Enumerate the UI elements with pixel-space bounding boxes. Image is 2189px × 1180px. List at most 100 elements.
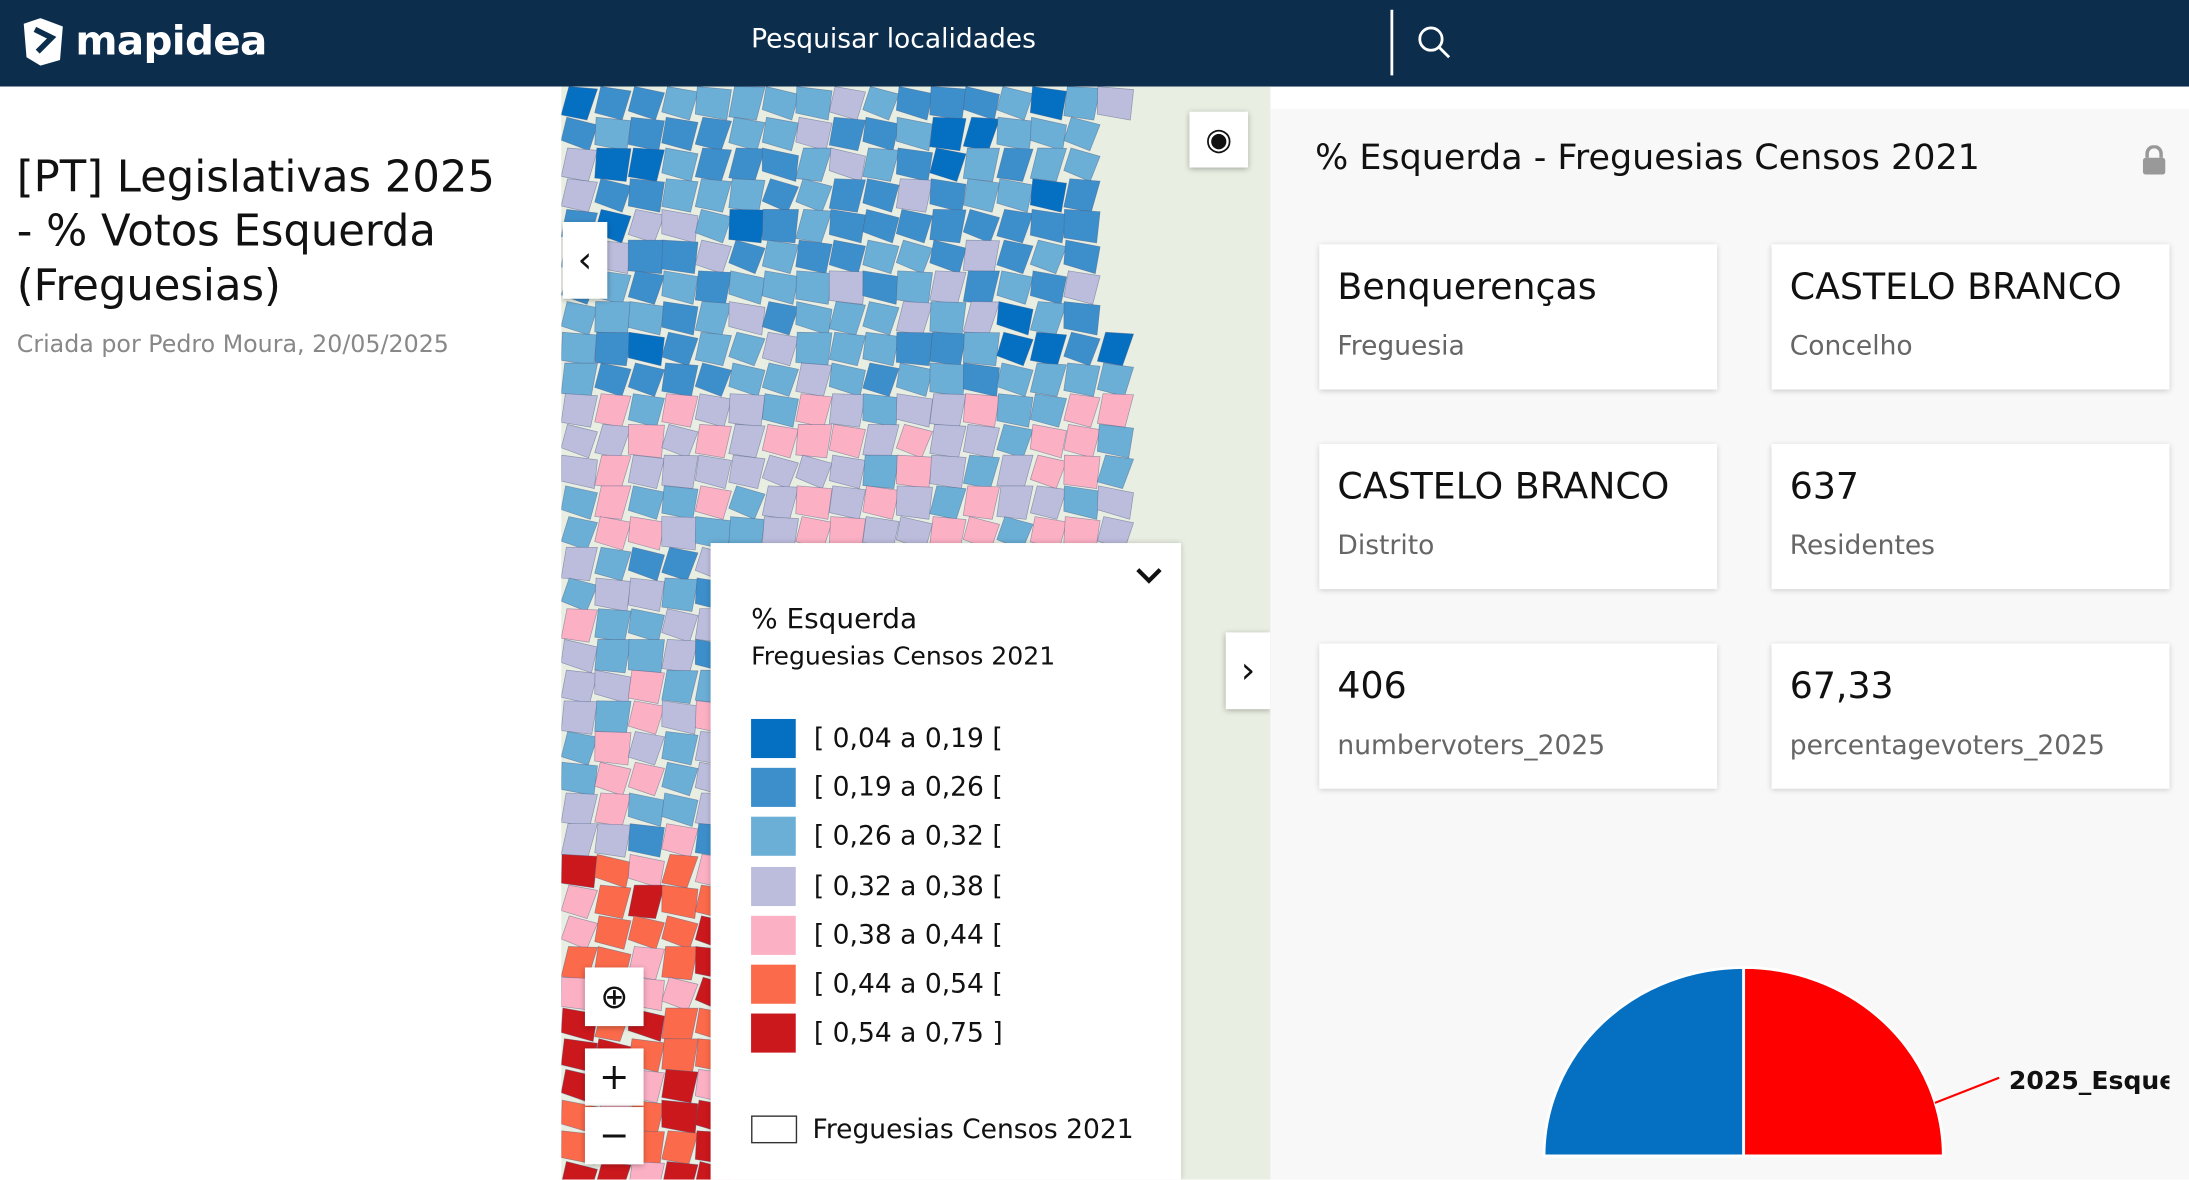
map-region	[561, 577, 598, 612]
map-region	[561, 884, 598, 920]
map-region	[929, 362, 967, 397]
map-region	[694, 147, 732, 182]
map-region	[862, 362, 900, 397]
map-region	[996, 270, 1034, 305]
map-region	[661, 147, 699, 182]
map-region	[661, 485, 699, 520]
map-region	[627, 853, 665, 889]
map-region	[694, 485, 732, 520]
map-region	[561, 393, 598, 428]
search-input[interactable]: Pesquisar localidades	[751, 23, 1036, 55]
legend-swatch	[751, 718, 796, 759]
map-region	[929, 393, 967, 428]
card-label: Freguesia	[1337, 330, 1465, 362]
collapse-legend[interactable]	[1134, 565, 1165, 585]
map-region	[627, 86, 665, 121]
map-region	[862, 147, 900, 182]
map-region	[996, 178, 1034, 213]
map-region	[627, 823, 665, 858]
map-region	[895, 331, 933, 367]
map-region	[594, 86, 632, 121]
map-region	[561, 516, 598, 551]
map-title: [PT] Legislativas 2025 - % Votos Esquerd…	[16, 152, 495, 312]
map-region	[694, 424, 732, 459]
map-region	[996, 423, 1034, 459]
map-region	[661, 823, 699, 858]
map-region	[661, 331, 699, 367]
legend-item: [ 0,32 a 0,38 [	[751, 866, 1003, 906]
map-region	[627, 239, 665, 275]
map-region	[962, 454, 1001, 490]
map-region	[661, 270, 699, 305]
map-region	[627, 546, 665, 582]
map-region	[594, 577, 632, 612]
basemap-button[interactable]: ◉	[1189, 111, 1249, 168]
map-region	[929, 147, 967, 182]
map-region	[1063, 423, 1101, 459]
legend-swatch	[751, 964, 796, 1004]
sidebar: [PT] Legislativas 2025 - % Votos Esquerd…	[0, 86, 562, 1180]
map-region	[728, 362, 766, 397]
map-region	[828, 331, 866, 367]
map-region	[828, 454, 866, 490]
map-region	[661, 792, 699, 827]
map-region	[661, 1068, 699, 1104]
map-region	[962, 485, 1001, 520]
map-region	[661, 731, 699, 766]
map-region	[962, 239, 1000, 275]
map-region	[627, 516, 665, 551]
map-region	[661, 116, 699, 152]
info-card: Benquerenças Freguesia	[1319, 244, 1718, 390]
map-region	[828, 147, 866, 182]
map-region	[996, 454, 1034, 489]
logo[interactable]: mapidea	[75, 16, 267, 65]
map-region	[862, 178, 900, 213]
map-region	[1029, 178, 1067, 213]
collapse-left[interactable]: ‹	[562, 221, 608, 299]
map-region	[895, 86, 933, 121]
legend-item: [ 0,38 a 0,44 [	[751, 915, 1003, 955]
map-region	[561, 423, 598, 459]
map-region	[1063, 454, 1101, 490]
map-region	[728, 209, 766, 244]
map-region	[627, 424, 665, 459]
map-region	[862, 393, 900, 428]
map-region	[1063, 301, 1101, 336]
map-region	[761, 424, 799, 459]
map-region	[795, 393, 833, 428]
map-region	[627, 362, 665, 397]
map-region	[962, 208, 1001, 244]
info-card: CASTELO BRANCO Distrito	[1319, 443, 1718, 590]
map-region	[661, 700, 699, 735]
map-region	[661, 854, 699, 889]
map-region	[895, 147, 933, 182]
search-icon[interactable]	[1417, 25, 1453, 61]
map-region	[996, 301, 1034, 336]
map-region	[594, 608, 632, 643]
map-region	[1063, 147, 1101, 182]
map-region	[895, 454, 933, 490]
map-region	[761, 485, 799, 520]
map-region	[694, 178, 732, 213]
pie-slice	[1742, 966, 1945, 1158]
map-region	[761, 147, 799, 182]
map-region	[561, 608, 598, 643]
map-region	[1096, 424, 1134, 459]
map-region	[962, 362, 1000, 397]
map-region	[594, 792, 632, 827]
zoom-in[interactable]: +	[584, 1048, 644, 1106]
card-value: CASTELO BRANCO	[1789, 266, 2122, 309]
map-region	[895, 239, 934, 275]
map-region	[962, 270, 1001, 305]
zoom-out[interactable]: −	[584, 1107, 644, 1165]
map-region	[962, 178, 1001, 213]
expand-right[interactable]: ›	[1225, 632, 1271, 710]
locate-button[interactable]: ⊕	[584, 967, 644, 1027]
map-region	[661, 1130, 699, 1165]
map-region	[1029, 423, 1067, 459]
map-region	[561, 331, 598, 367]
map-region	[594, 700, 632, 735]
map-region	[594, 639, 632, 674]
map-region	[962, 424, 1001, 459]
